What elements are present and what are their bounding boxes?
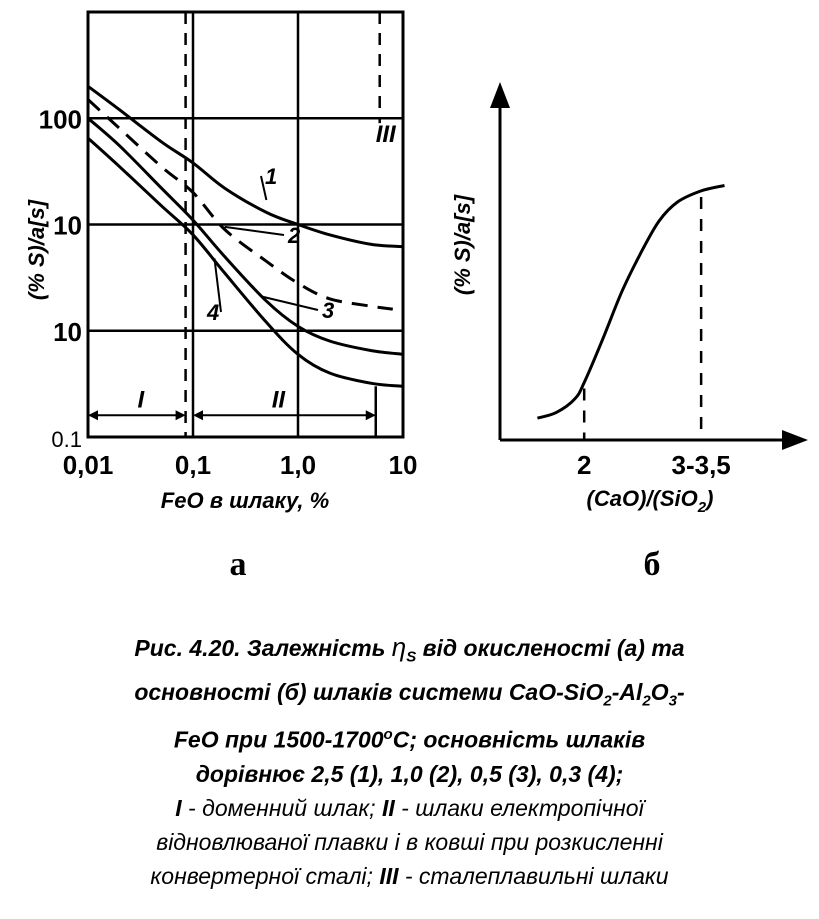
region-label-II: II xyxy=(272,386,287,413)
caption-line-4: дорівнює 2,5 (1), 1,0 (2), 0,5 (3), 0,3 … xyxy=(195,760,624,787)
region-label-III: III xyxy=(376,121,397,148)
x-axis-arrow-b xyxy=(782,430,808,450)
caption-line-7: конвертерної сталі; III - сталеплавильні… xyxy=(20,859,799,893)
caption-text: O xyxy=(650,678,669,705)
y-tick-label-a: 100 xyxy=(39,104,82,134)
curve-labels-a: 1 2 3 4 xyxy=(206,164,334,325)
caption-text: FeO при 1500-1700 xyxy=(173,726,384,753)
x-tick-label-a: 0,1 xyxy=(175,450,211,480)
x-axis-label-b-end: ) xyxy=(704,486,713,511)
region-arrow-I-head-left xyxy=(88,410,98,421)
caption-text: - шлаки електропічної xyxy=(394,794,644,821)
series-label-2: 2 xyxy=(287,223,301,248)
panel-label-a: а xyxy=(230,546,247,583)
x-axis-label-b: (CaO)/(SiO2) xyxy=(587,486,714,516)
chart-panel-b: 2 3-3,5 (CaO)/(SiO2) (% S)/a[s] б xyxy=(450,82,808,583)
region-arrow-II-head-right xyxy=(365,410,376,421)
caption-text: - доменний шлак; xyxy=(181,794,382,821)
caption-text: Рис. 4.20. Залежність xyxy=(134,635,392,661)
series-label-1: 1 xyxy=(265,164,277,189)
x-axis-label-a: FeO в шлаку, % xyxy=(161,488,329,513)
eta-symbol: η xyxy=(391,632,407,662)
caption-text: основності (б) шлаків системи CaO-SiO xyxy=(134,678,604,705)
figure-caption: Рис. 4.20. Залежність ηS від окисленості… xyxy=(20,630,799,893)
region-arrow-I-head-right xyxy=(175,410,186,421)
x-tick-label-a: 0,01 xyxy=(63,450,114,480)
y-axis-label-a: (% S)/a[s] xyxy=(24,199,49,300)
y-tick-label-a: 10 xyxy=(53,317,82,347)
curve-b xyxy=(536,184,725,420)
series-line-2 xyxy=(86,98,394,311)
region-label-I: I xyxy=(137,386,145,413)
series-line-1 xyxy=(87,85,404,249)
subscript: 2 xyxy=(603,692,612,710)
leader-line-2 xyxy=(224,225,285,236)
caption-line-2: основності (б) шлаків системи CaO-SiO2-A… xyxy=(20,675,799,719)
leader-line-1 xyxy=(260,175,268,201)
caption-text: конвертерної сталі; xyxy=(150,862,380,889)
tick-labels-b: 2 3-3,5 xyxy=(577,450,731,480)
series-line-4 xyxy=(86,136,404,388)
caption-text: -Al xyxy=(611,678,643,705)
leader-line-4 xyxy=(213,258,222,313)
curves-a xyxy=(86,85,404,388)
leader-line-3 xyxy=(261,295,319,311)
x-tick-label-b: 2 xyxy=(577,450,591,480)
x-tick-label-a: 10 xyxy=(389,450,418,480)
region-arrow-II-head-left xyxy=(193,410,203,421)
caption-text: від окисленості (а) та xyxy=(416,635,685,661)
caption-line-1: Рис. 4.20. Залежність ηS від окисленості… xyxy=(20,630,799,675)
x-axis-label-b-text: (CaO)/(SiO xyxy=(587,486,698,511)
eta-subscript: S xyxy=(406,648,417,666)
caption-text: - xyxy=(677,678,685,705)
y-tick-label-a: 10 xyxy=(53,211,82,241)
series-label-4: 4 xyxy=(206,300,219,325)
caption-line-3: FeO при 1500-1700oC; основність шлаків xyxy=(20,718,799,757)
y-axis-label-b: (% S)/a[s] xyxy=(450,194,475,295)
caption-text: C; основність шлаків xyxy=(392,726,646,753)
subscript: 2 xyxy=(642,692,651,710)
panel-label-b: б xyxy=(644,546,661,583)
x-tick-label-b: 3-3,5 xyxy=(671,450,730,480)
caption-line-5: I - доменний шлак; II - шлаки електропіч… xyxy=(20,791,799,825)
tick-labels-a: 0,01 0,1 1,0 10 100 10 10 0.1 xyxy=(39,104,418,480)
caption-text: - сталеплавильні шлаки xyxy=(398,862,669,889)
axes-b xyxy=(490,82,808,450)
region-ref-II: II xyxy=(381,794,395,821)
degree-superscript: o xyxy=(383,726,393,744)
series-line-b xyxy=(536,184,725,420)
region-ref-I: I xyxy=(175,794,182,821)
x-tick-label-a: 1,0 xyxy=(280,450,316,480)
subscript: 3 xyxy=(668,692,677,710)
y-axis-arrow-b xyxy=(490,82,510,108)
y-tick-label-a: 0.1 xyxy=(51,427,82,452)
series-line-3 xyxy=(87,117,404,356)
series-label-3: 3 xyxy=(322,298,334,323)
x-axis-label-b-sub: 2 xyxy=(697,499,707,516)
caption-line-6: відновлюваної плавки і в ковші при розки… xyxy=(156,828,663,855)
tick-drop-lines-b xyxy=(582,196,703,440)
region-ref-III: III xyxy=(379,862,399,889)
gridlines-a xyxy=(88,12,403,437)
